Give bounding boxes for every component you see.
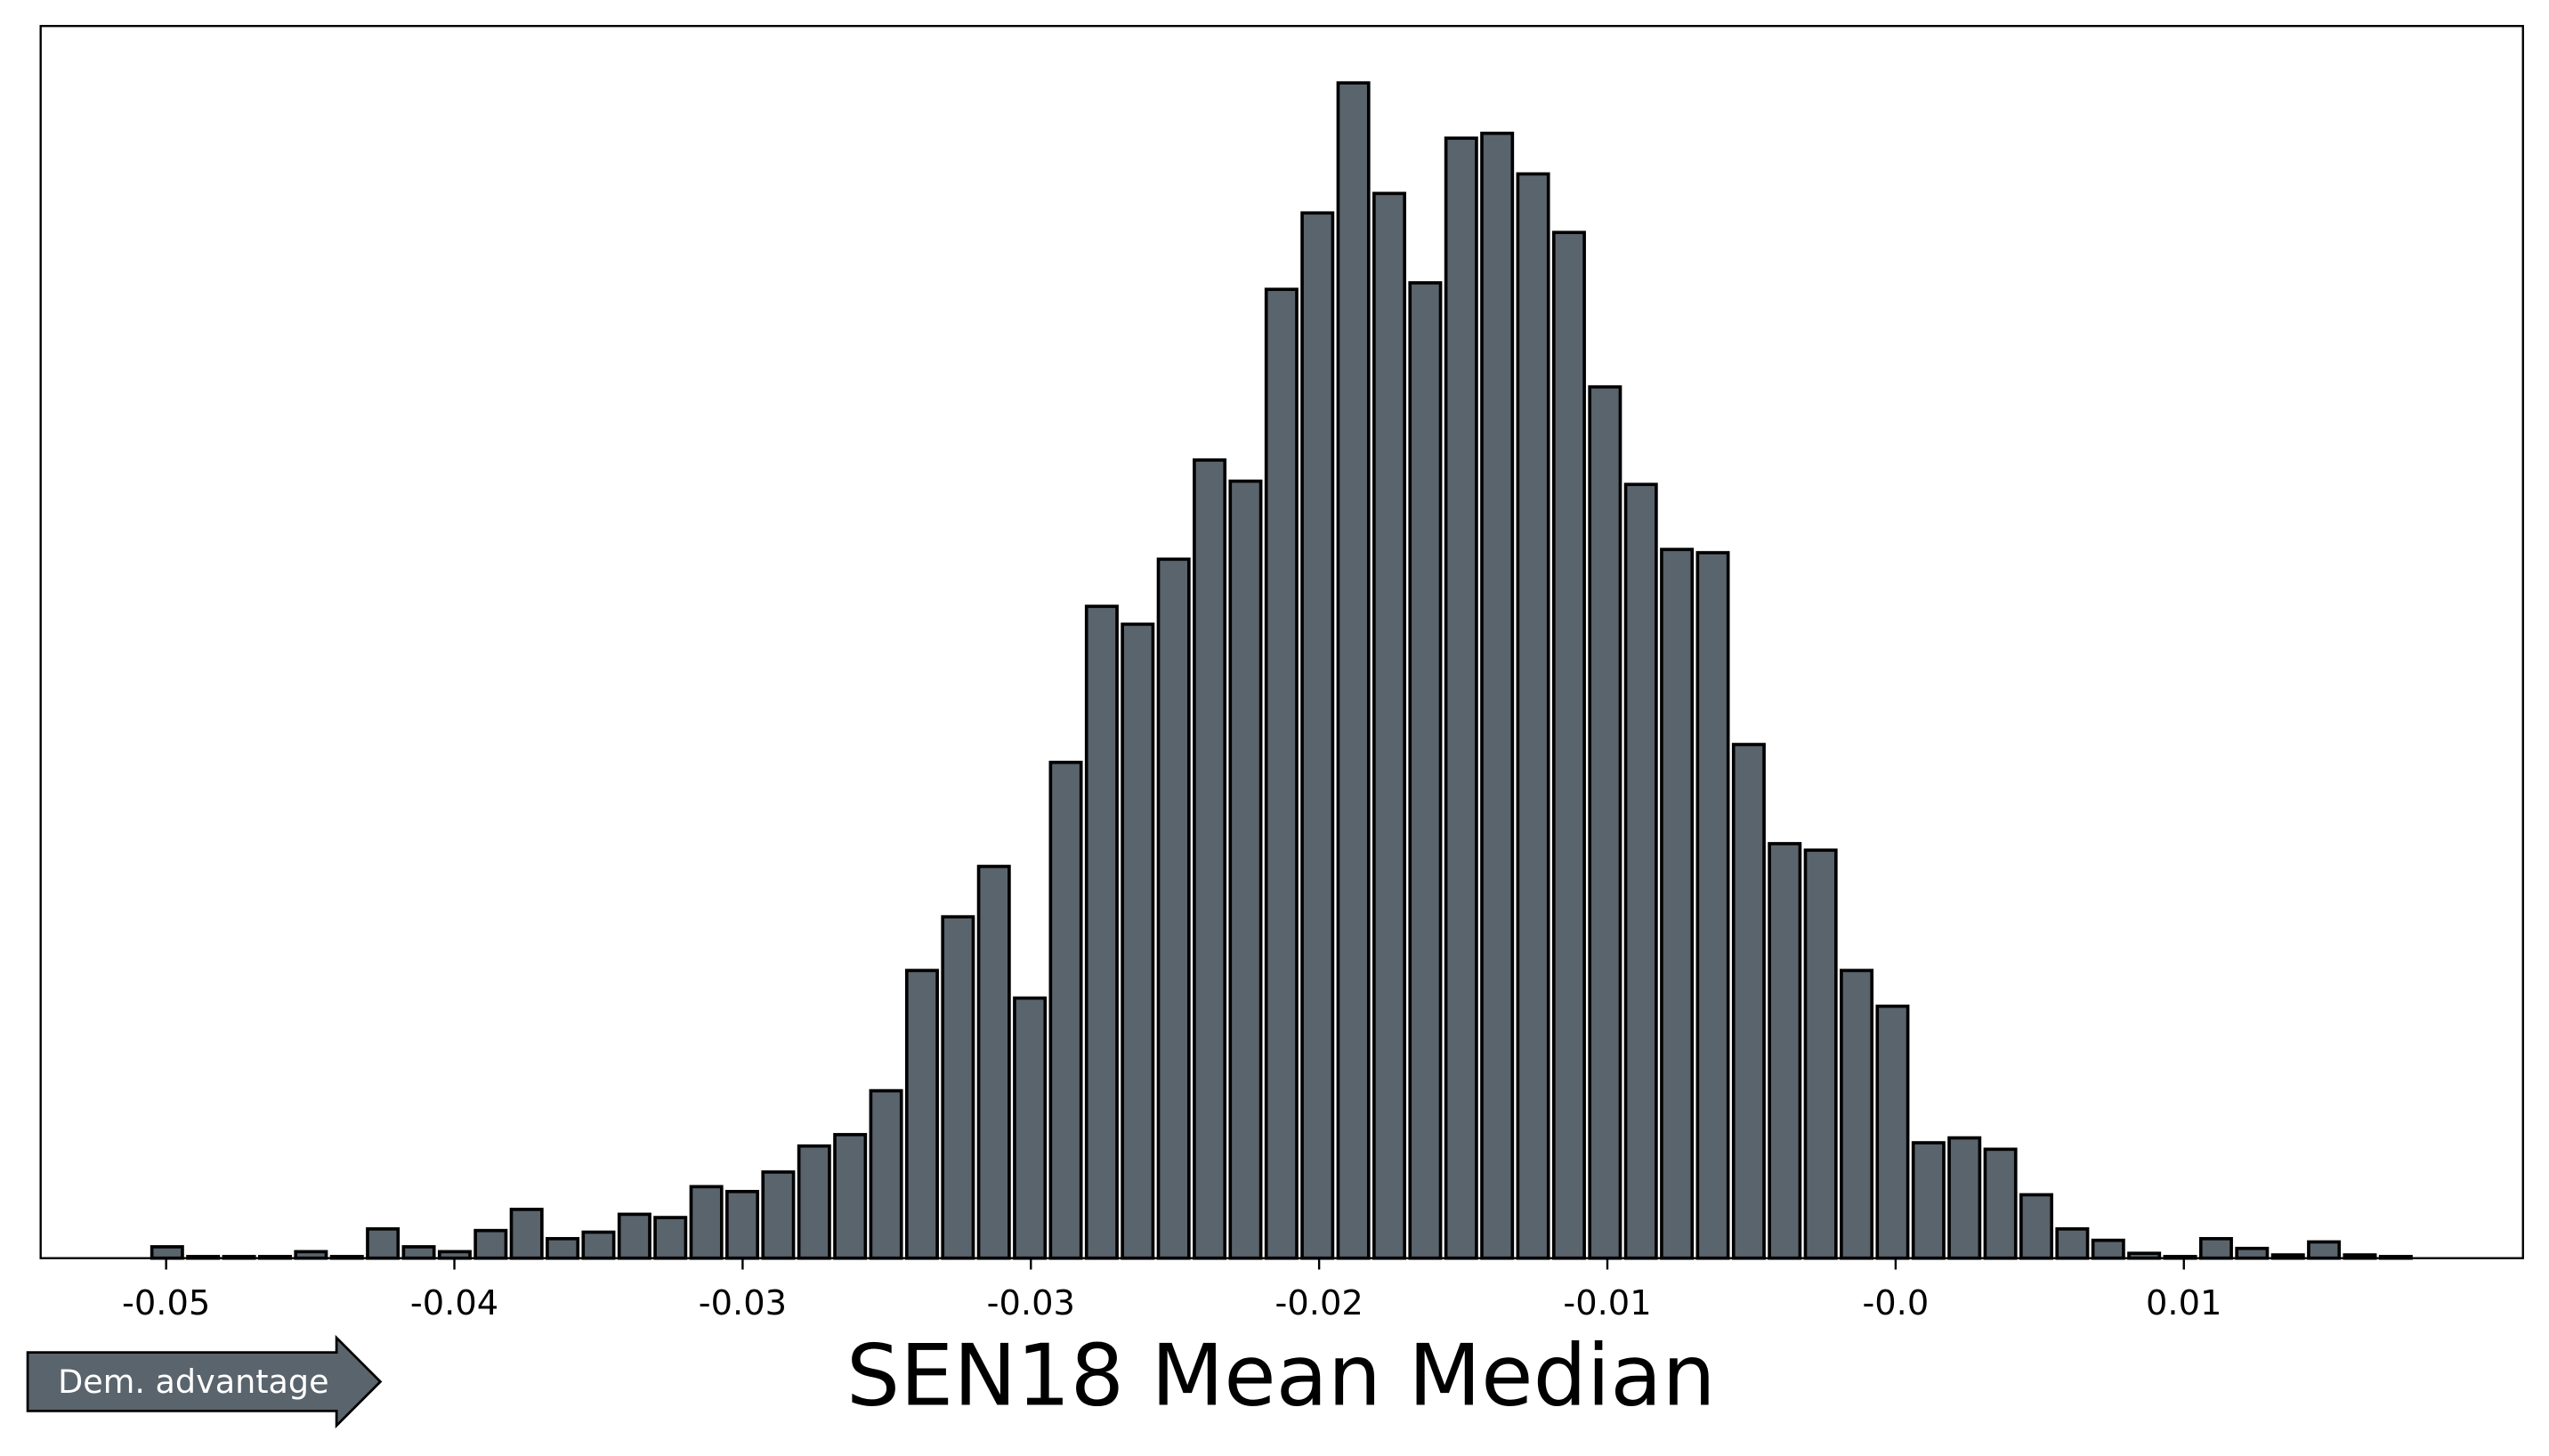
bar	[869, 1088, 903, 1260]
bar	[1660, 547, 1695, 1260]
bar	[2343, 1253, 2377, 1260]
bar	[1768, 842, 1802, 1260]
bar	[257, 1255, 292, 1260]
bar	[1336, 81, 1371, 1260]
bar	[2091, 1238, 2125, 1260]
bar	[509, 1208, 544, 1260]
bar	[2127, 1251, 2162, 1260]
x-axis-label: SEN18 Mean Median	[846, 1327, 1716, 1425]
bar	[546, 1236, 580, 1260]
bar	[725, 1190, 760, 1260]
bar	[2378, 1255, 2413, 1260]
bar	[186, 1255, 221, 1260]
bar	[1623, 482, 1658, 1260]
bar	[904, 968, 939, 1260]
bar	[976, 864, 1011, 1260]
bar	[1875, 1004, 1910, 1260]
bar	[1803, 848, 1838, 1260]
x-tick-label: -0.03	[987, 1283, 1075, 1323]
bar	[1084, 604, 1119, 1260]
bar	[2055, 1227, 2090, 1260]
bar	[581, 1230, 616, 1260]
bar	[653, 1216, 688, 1260]
bar	[1911, 1141, 1946, 1260]
bar	[222, 1255, 256, 1260]
bar	[761, 1170, 796, 1260]
bar	[1156, 557, 1191, 1260]
bar	[1731, 742, 1766, 1260]
x-tick-label: -0.02	[1275, 1283, 1364, 1323]
bar	[2019, 1193, 2053, 1260]
x-tick-label: -0.05	[122, 1283, 210, 1323]
bar	[1516, 172, 1550, 1260]
bar	[1193, 458, 1227, 1260]
bar	[2235, 1246, 2270, 1260]
bar	[1695, 551, 1730, 1260]
annotation: Dem. advantage	[58, 1363, 328, 1401]
bar	[1121, 622, 1155, 1260]
x-tick-label: 0.01	[2146, 1283, 2221, 1323]
bar	[294, 1250, 328, 1260]
bar	[329, 1255, 364, 1260]
bar	[1048, 760, 1083, 1260]
x-tick-label: -0.03	[699, 1283, 787, 1323]
bar	[2270, 1253, 2305, 1260]
bar	[2198, 1236, 2233, 1260]
bar	[1408, 280, 1443, 1260]
bar	[1588, 384, 1622, 1260]
x-tick-label: -0.04	[410, 1283, 498, 1323]
bar	[1947, 1136, 1982, 1260]
bar	[1300, 211, 1335, 1260]
bar	[1983, 1147, 2018, 1260]
bar	[437, 1250, 472, 1260]
bar	[617, 1212, 651, 1260]
bar	[366, 1227, 401, 1260]
bar	[1480, 131, 1515, 1260]
bar	[797, 1144, 831, 1260]
bar	[2307, 1240, 2342, 1260]
bar	[1551, 231, 1586, 1260]
bar	[833, 1133, 868, 1260]
bar	[1372, 191, 1406, 1260]
bar	[1840, 968, 1874, 1260]
bar	[2163, 1255, 2197, 1260]
bar	[689, 1185, 724, 1260]
annotation-arrow	[26, 1334, 383, 1429]
x-tick-label: -0.01	[1563, 1283, 1651, 1323]
bar	[401, 1245, 436, 1260]
bar	[473, 1228, 508, 1260]
bar	[1264, 287, 1299, 1260]
bar	[150, 1245, 184, 1260]
bar	[1444, 136, 1478, 1260]
bar	[941, 915, 975, 1260]
bar	[1228, 479, 1263, 1260]
bar	[1013, 996, 1048, 1260]
x-tick-label: -0.0	[1862, 1283, 1929, 1323]
